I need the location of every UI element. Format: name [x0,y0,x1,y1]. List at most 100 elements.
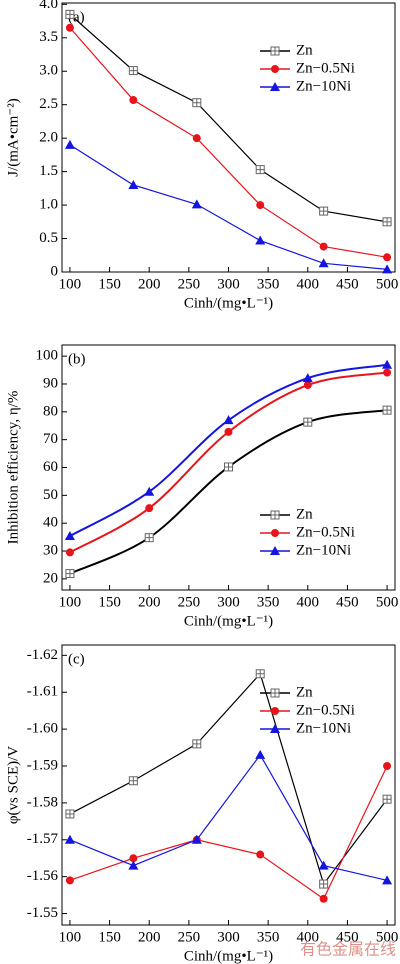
x-tick-label: 300 [217,276,240,292]
marker-cross [65,10,74,19]
y-tick-label: 70 [43,431,58,447]
y-tick-label: 2.5 [39,96,58,112]
marker [303,381,312,390]
marker [382,264,393,274]
watermark: 有色金属在线 [300,940,396,959]
y-tick-label: 3.5 [39,29,58,45]
marker [303,417,313,427]
legend-marker [271,707,279,715]
marker [319,879,329,889]
x-tick-label: 150 [98,929,121,945]
plot-frame [61,2,396,273]
x-tick-label: 200 [138,594,161,610]
marker [64,834,75,844]
marker-cross [129,66,138,75]
marker-cross [256,165,265,174]
marker [224,462,233,472]
marker [65,569,75,579]
series-line [69,363,388,537]
marker [191,199,202,209]
marker-cross [192,739,201,748]
marker [256,201,265,210]
series-line [69,753,388,881]
panel-label: (b) [68,351,86,367]
marker [144,486,155,496]
y-tick-label: 4.0 [39,0,58,12]
y-axis-label: Inhibition efficiency, η/% [5,391,21,545]
x-axis-label: Cinh/(mg•L⁻¹) [184,948,273,964]
marker-cross [65,569,74,578]
marker [383,762,392,771]
x-tick-label: 300 [217,594,240,610]
legend-label: Zn−0.5Ni [296,702,355,718]
x-tick-label: 200 [138,929,161,945]
x-tick-label: 100 [59,276,82,292]
legend-label: Zn−0.5Ni [296,60,355,76]
marker [65,9,75,19]
x-tick-label: 500 [376,929,399,945]
marker-cross [224,462,233,471]
legend-label: Zn [296,684,313,700]
legend-label: Zn−10Ni [296,542,351,558]
y-tick-label: -1.58 [27,794,58,810]
marker-cross [319,207,328,216]
x-tick-label: 450 [336,276,359,292]
marker [255,235,266,245]
x-axis-label: Cinh/(mg•L⁻¹) [184,295,273,311]
y-tick-label: 80 [43,403,58,419]
marker [145,504,154,513]
marker [318,258,329,268]
y-axis-label: J/(mA•cm⁻²) [5,98,21,177]
y-axis-label: φ(vs SCE)/V [5,746,21,824]
marker [255,165,265,175]
plot-frame [61,644,396,926]
legend-marker [271,529,279,537]
y-tick-label: 100 [36,348,59,364]
x-tick-label: 200 [138,276,161,292]
y-tick-label: 20 [43,570,58,586]
y-tick-label: -1.60 [27,721,58,737]
x-axis-label: Cinh/(mg•L⁻¹) [184,613,273,629]
marker [382,217,392,227]
marker [191,834,202,844]
legend-label: Zn−0.5Ni [296,524,355,540]
marker [144,533,154,543]
marker [302,373,313,383]
y-tick-label: 1.0 [39,197,58,213]
x-tick-label: 400 [297,929,320,945]
marker-cross [271,511,279,519]
y-tick-label: -1.61 [27,684,58,700]
marker-cross [383,406,392,415]
marker [223,415,234,425]
legend-label: Zn [296,506,313,522]
series-line [69,672,388,886]
series-line [69,27,388,258]
marker-cross [319,880,328,889]
marker [64,139,75,149]
marker [128,776,138,786]
marker-cross [271,47,279,55]
x-tick-label: 300 [217,929,240,945]
legend-marker [270,688,280,698]
y-tick-label: 50 [43,487,58,503]
marker [256,850,265,859]
y-tick-label: 30 [43,542,58,558]
legend-marker [271,65,279,73]
marker-cross [129,776,138,785]
marker [192,739,202,749]
x-tick-label: 500 [376,594,399,610]
marker [382,794,392,804]
marker [319,206,329,216]
x-tick-label: 250 [178,276,201,292]
y-tick-label: 1.5 [39,163,58,179]
marker [128,860,139,870]
y-tick-label: -1.56 [27,868,59,884]
marker-cross [271,689,279,697]
legend-label: Zn−10Ni [296,720,351,736]
marker [319,242,328,251]
y-tick-label: 40 [43,515,58,531]
legend-label: Zn−10Ni [296,78,351,94]
marker [383,253,392,262]
marker [224,427,233,436]
